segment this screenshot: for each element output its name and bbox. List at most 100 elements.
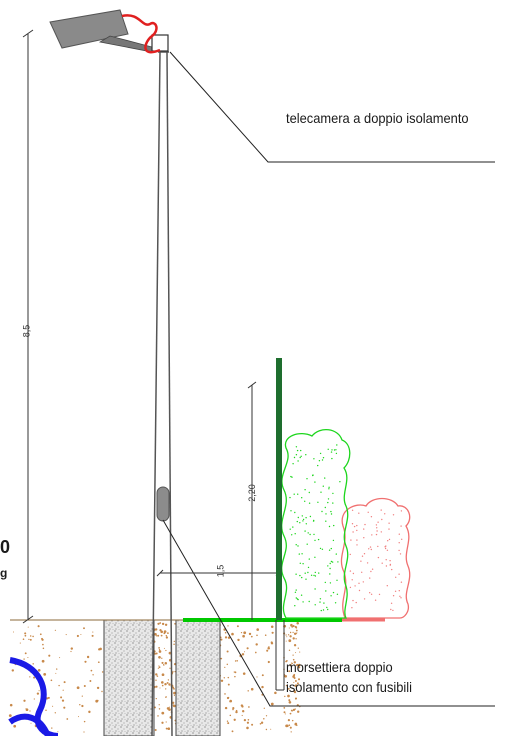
soil-dot bbox=[234, 671, 237, 674]
soil-dot bbox=[287, 719, 290, 722]
soil-dot bbox=[24, 634, 27, 637]
hedge-dot bbox=[295, 589, 297, 591]
soil-dot bbox=[220, 657, 223, 660]
soil-dot bbox=[70, 650, 72, 653]
soil-dot bbox=[293, 661, 296, 664]
soil-dot bbox=[92, 631, 94, 633]
hedge-dot bbox=[377, 545, 379, 548]
hedge-dot bbox=[312, 474, 314, 477]
camera-cable bbox=[121, 14, 161, 54]
hedge-dot bbox=[370, 570, 372, 573]
soil-dot bbox=[8, 714, 12, 717]
hedge-dot bbox=[309, 533, 311, 536]
hedge-dot bbox=[331, 457, 333, 460]
soil-dot bbox=[250, 635, 253, 638]
soil-dot bbox=[155, 679, 157, 681]
hedge-dot bbox=[367, 511, 369, 513]
hedge-dot bbox=[401, 538, 403, 540]
hedge-green bbox=[281, 429, 351, 619]
hedge-dot bbox=[363, 553, 366, 555]
soil-dot bbox=[229, 701, 231, 703]
soil-dot bbox=[293, 644, 297, 647]
soil-dot bbox=[240, 704, 244, 707]
hedge-dot bbox=[337, 561, 339, 563]
hedge-dot bbox=[296, 449, 299, 452]
offset-tick-left bbox=[156, 569, 164, 577]
soil-dot bbox=[161, 657, 163, 659]
hedge-dot bbox=[307, 571, 309, 574]
soil-dot bbox=[243, 718, 247, 722]
hedge-dot bbox=[350, 539, 352, 541]
hedge-dot bbox=[304, 500, 306, 502]
soil-dot bbox=[292, 675, 295, 679]
hedge-dot bbox=[386, 549, 389, 551]
soil-dot bbox=[51, 727, 53, 729]
terminal-box bbox=[156, 486, 170, 522]
hedge-dot bbox=[314, 588, 316, 590]
soil-dot bbox=[167, 727, 171, 730]
soil-dot bbox=[163, 664, 165, 667]
soil-dot bbox=[172, 701, 175, 704]
hedge-dot bbox=[317, 464, 319, 467]
soil-dot bbox=[32, 635, 34, 638]
hedge-dot bbox=[352, 572, 355, 575]
hedge-dot bbox=[356, 529, 358, 532]
soil-dot bbox=[165, 634, 168, 637]
soil-dot bbox=[267, 647, 270, 650]
soil-dot bbox=[167, 632, 169, 634]
hedge-dot bbox=[289, 496, 291, 499]
soil-dot bbox=[99, 647, 102, 651]
camera-bracket bbox=[98, 35, 153, 53]
soil-dot bbox=[165, 649, 167, 652]
hedge-dot bbox=[295, 454, 298, 456]
hedge-dot bbox=[378, 593, 381, 596]
soil-dot bbox=[242, 672, 246, 675]
soil-dot bbox=[29, 710, 31, 712]
hedge-dot bbox=[329, 562, 331, 565]
soil-dot bbox=[284, 695, 286, 698]
soil-dot bbox=[22, 638, 25, 640]
soil-dot bbox=[295, 627, 298, 629]
soil-dot bbox=[237, 638, 240, 642]
hedge-dot bbox=[328, 549, 331, 551]
hedge-dot bbox=[375, 533, 378, 536]
soil-dot bbox=[267, 660, 270, 664]
soil-dot bbox=[76, 686, 80, 690]
hedge-dot bbox=[308, 558, 310, 560]
soil-dot bbox=[274, 691, 277, 695]
hedge-dot bbox=[332, 539, 335, 542]
hedge-dot bbox=[329, 582, 332, 584]
hedge-dot bbox=[327, 498, 330, 500]
hedge-dot bbox=[293, 493, 295, 495]
soil-dot bbox=[79, 704, 81, 706]
soil-dot bbox=[101, 671, 104, 673]
soil-dot bbox=[92, 674, 94, 676]
soil-dot bbox=[270, 625, 274, 628]
hedge-dot bbox=[325, 590, 327, 592]
soil-dot bbox=[164, 662, 168, 665]
hedge-dot bbox=[295, 446, 298, 448]
soil-dot bbox=[297, 678, 301, 681]
soil-dot bbox=[30, 722, 32, 724]
soil-dot bbox=[91, 634, 94, 637]
soil-dot bbox=[160, 634, 163, 637]
soil-dot bbox=[242, 634, 245, 638]
hedge-dot bbox=[325, 520, 327, 522]
soil-dot bbox=[101, 690, 103, 693]
soil-dot bbox=[165, 696, 167, 698]
soil-dot bbox=[254, 651, 257, 654]
soil-dot bbox=[270, 702, 274, 706]
soil-dot bbox=[270, 728, 272, 730]
soil-dot bbox=[23, 658, 25, 660]
soil-dot bbox=[296, 682, 299, 685]
soil-dot bbox=[246, 647, 249, 650]
soil-dot bbox=[173, 688, 175, 690]
soil-dot bbox=[56, 668, 58, 670]
soil-dot bbox=[47, 696, 50, 699]
hedge-dot bbox=[292, 463, 294, 465]
soil-dot bbox=[259, 722, 262, 725]
soil-dot bbox=[297, 647, 299, 649]
soil-dot bbox=[164, 630, 167, 633]
hedge-dot bbox=[329, 573, 331, 575]
hedge-dot bbox=[299, 574, 301, 577]
